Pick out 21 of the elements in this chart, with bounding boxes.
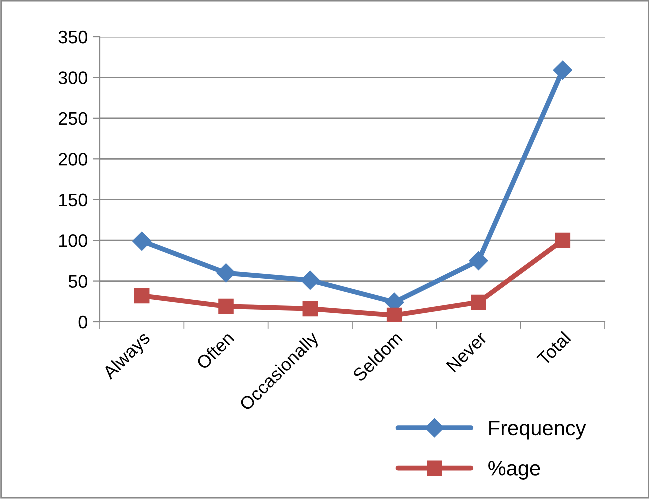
point [216, 264, 236, 283]
point [302, 301, 318, 317]
legend-label: %age [488, 461, 540, 480]
point [134, 288, 150, 304]
point [300, 270, 320, 290]
y-tick-label: 100 [59, 234, 88, 248]
y-tick-label: 250 [58, 112, 88, 126]
point [553, 60, 572, 80]
legend-label: Frequency [490, 421, 586, 440]
point [471, 294, 486, 310]
y-tick-label: 350 [58, 30, 88, 44]
y-tick-label: 50 [68, 275, 88, 288]
point [469, 251, 488, 270]
point [218, 298, 234, 314]
point [386, 308, 402, 322]
y-tick-label: 150 [59, 194, 88, 207]
y-tick-label: 200 [58, 153, 88, 166]
point [555, 232, 571, 248]
point [132, 232, 152, 251]
y-tick-label: 300 [58, 72, 88, 84]
y-tick-label: 0 [78, 316, 88, 329]
